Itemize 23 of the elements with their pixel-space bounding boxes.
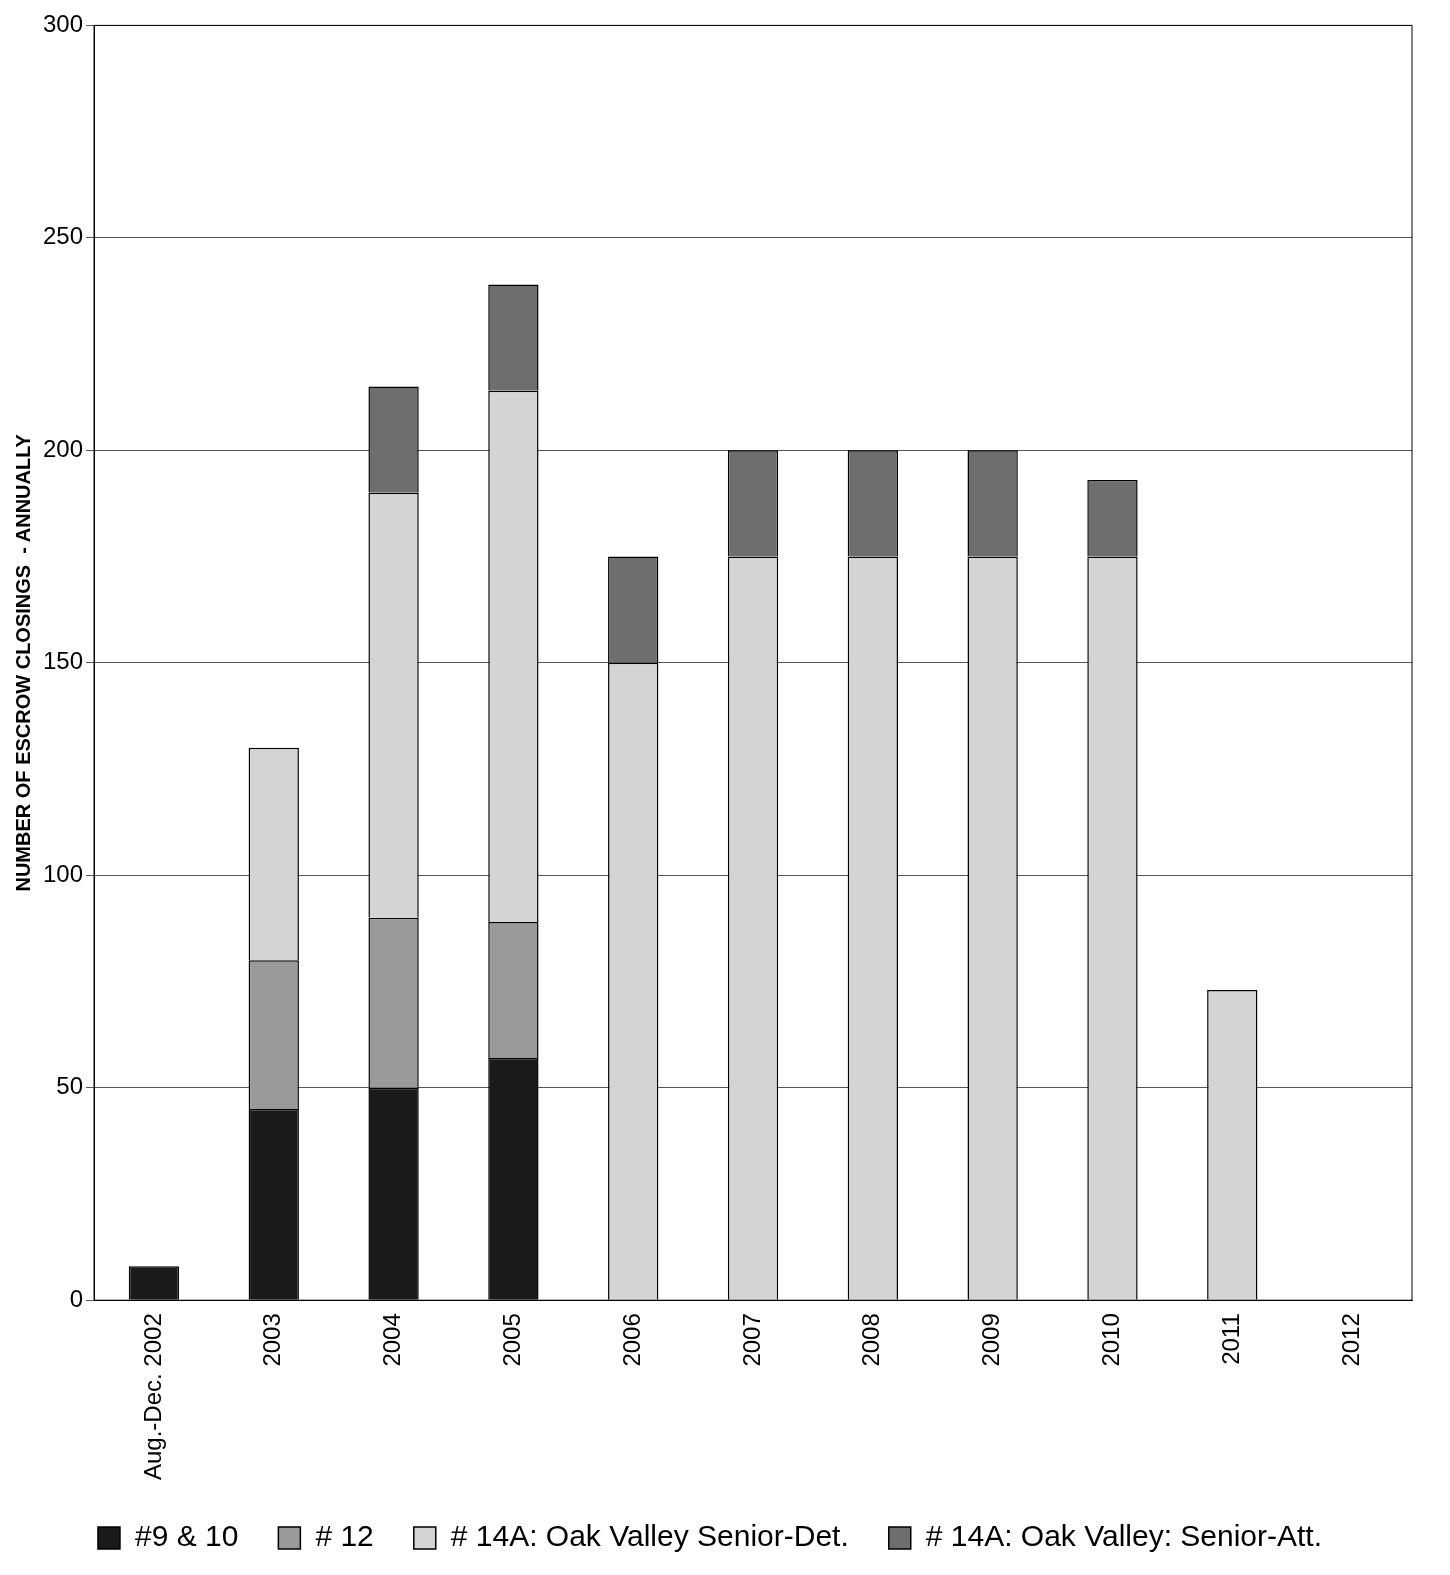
legend-label: # 14A: Oak Valley: Senior-Att. <box>925 1519 1323 1553</box>
x-tick-label: 2007 <box>737 1313 765 1367</box>
x-tick-label: 2004 <box>378 1313 406 1367</box>
legend-label: # 12 <box>315 1519 374 1553</box>
y-tick-label: 250 <box>43 222 84 250</box>
y-tick-label: 0 <box>69 1284 84 1312</box>
y-tick-label: 100 <box>43 859 84 887</box>
x-tick-label: 2009 <box>977 1313 1005 1367</box>
x-tick-label: 2011 <box>1216 1313 1244 1365</box>
legend-label: # 14A: Oak Valley Senior-Det. <box>450 1519 849 1553</box>
y-tick-label: 50 <box>56 1072 84 1100</box>
x-tick-label: 2005 <box>498 1313 526 1367</box>
x-tick-label: 2008 <box>857 1313 885 1367</box>
x-tick-label: 2010 <box>1097 1313 1125 1367</box>
x-tick-label: 2012 <box>1336 1313 1364 1367</box>
x-tick-label: 2003 <box>258 1313 286 1367</box>
y-tick-label: 300 <box>43 10 84 38</box>
x-tick-label: 2006 <box>617 1313 645 1367</box>
x-tick-label: Aug.-Dec. 2002 <box>138 1313 166 1481</box>
y-tick-label: 150 <box>43 647 84 675</box>
legend-label: #9 & 10 <box>134 1519 239 1553</box>
y-tick-label: 200 <box>43 434 84 462</box>
y-axis-title: NUMBER OF ESCROW CLOSINGS - ANNUALLY <box>11 433 34 892</box>
